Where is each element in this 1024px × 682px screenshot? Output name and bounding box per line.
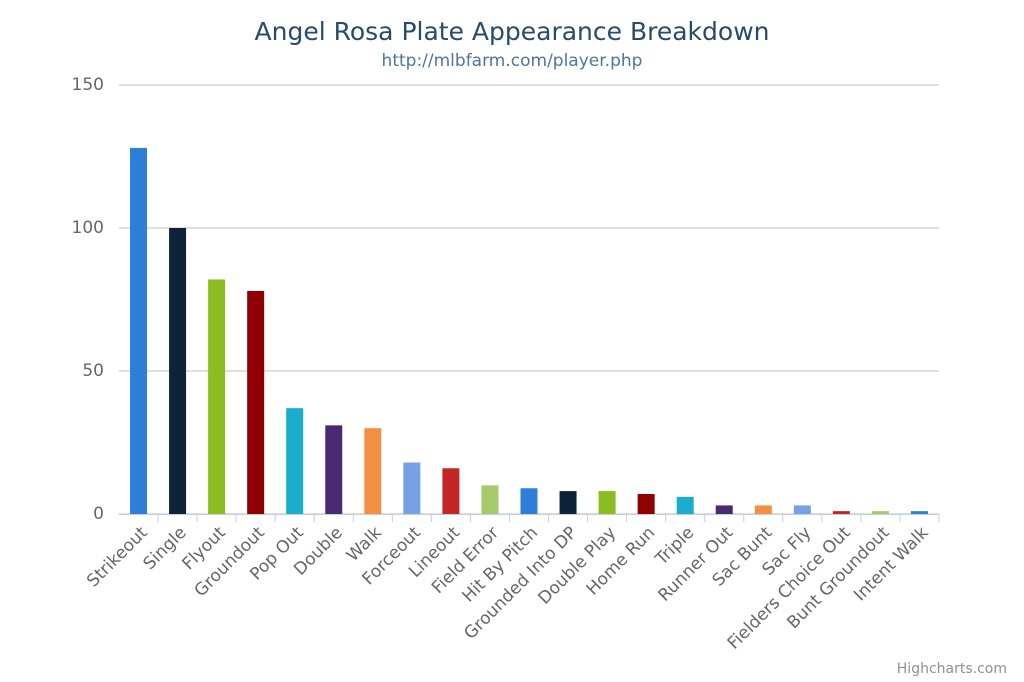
bar bbox=[559, 491, 577, 514]
y-tick-label: 0 bbox=[93, 504, 104, 524]
bar bbox=[442, 468, 460, 514]
x-tick-label: Single bbox=[140, 523, 191, 574]
bar bbox=[715, 505, 733, 514]
bar bbox=[871, 511, 889, 514]
bar bbox=[676, 496, 694, 514]
bar bbox=[247, 290, 265, 514]
bar bbox=[754, 505, 772, 514]
bar bbox=[832, 511, 850, 514]
y-tick-label: 150 bbox=[72, 75, 104, 95]
chart-title: Angel Rosa Plate Appearance Breakdown bbox=[255, 17, 770, 46]
chart-subtitle: http://mlbfarm.com/player.php bbox=[382, 51, 643, 71]
bar bbox=[520, 488, 538, 514]
credits: Highcharts.com bbox=[897, 661, 1007, 677]
bar bbox=[481, 485, 499, 514]
bar bbox=[910, 511, 928, 514]
bar bbox=[637, 493, 655, 514]
bar bbox=[286, 408, 304, 514]
bar bbox=[364, 428, 382, 514]
y-tick-label: 100 bbox=[72, 218, 104, 238]
bar bbox=[169, 228, 187, 514]
bar bbox=[598, 491, 616, 514]
bar bbox=[130, 147, 148, 515]
bar bbox=[403, 462, 421, 514]
y-tick-label: 50 bbox=[82, 361, 104, 381]
bar bbox=[208, 279, 226, 514]
bar bbox=[325, 425, 343, 514]
bar bbox=[793, 505, 811, 514]
